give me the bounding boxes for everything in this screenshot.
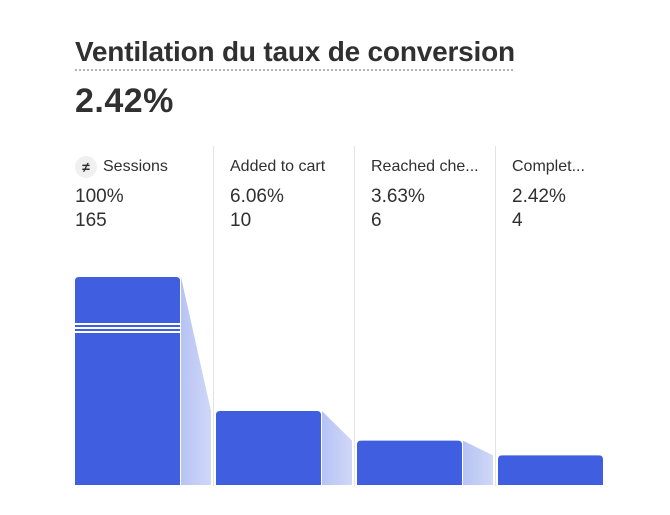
stage-percent: 3.63% xyxy=(371,186,425,207)
stage-count: 165 xyxy=(75,210,107,231)
card-title[interactable]: Ventilation du taux de conversion xyxy=(75,36,515,71)
sessions-icon: ≠ xyxy=(75,156,97,178)
stage-percent: 2.42% xyxy=(512,186,566,207)
column-divider xyxy=(354,146,355,486)
stage-count: 6 xyxy=(371,210,382,231)
funnel-columns: ≠ Sessions 100% 165 Added to cart 6.06% … xyxy=(75,146,603,486)
stage-percent: 6.06% xyxy=(230,186,284,207)
stage-percent: 100% xyxy=(75,186,124,207)
conversion-rate-value: 2.42% xyxy=(75,82,174,120)
funnel-bar-3[interactable] xyxy=(357,440,462,485)
stage-count: 4 xyxy=(512,210,523,231)
funnel-connector-3 xyxy=(463,440,493,485)
stage-reached-checkout: Reached che... 3.63% 6 xyxy=(371,156,479,232)
axis-break-gap xyxy=(75,323,180,333)
stage-added-to-cart: Added to cart 6.06% 10 xyxy=(230,156,325,232)
stage-label: Complet... xyxy=(512,158,585,175)
funnel-connector-1 xyxy=(181,277,211,485)
funnel-bar-2[interactable] xyxy=(216,411,321,485)
funnel-chart xyxy=(75,277,603,485)
column-divider xyxy=(213,146,214,486)
stage-label: Sessions xyxy=(103,158,168,175)
stage-completed: Complet... 2.42% 4 xyxy=(512,156,585,232)
column-divider xyxy=(495,146,496,486)
funnel-bar-1[interactable] xyxy=(75,277,180,485)
funnel-connector-2 xyxy=(322,411,352,485)
funnel-bar-4[interactable] xyxy=(498,455,603,485)
stage-label: Reached che... xyxy=(371,158,479,175)
stage-sessions: ≠ Sessions 100% 165 xyxy=(75,156,168,232)
stage-label: Added to cart xyxy=(230,158,326,175)
stage-count: 10 xyxy=(230,210,252,231)
